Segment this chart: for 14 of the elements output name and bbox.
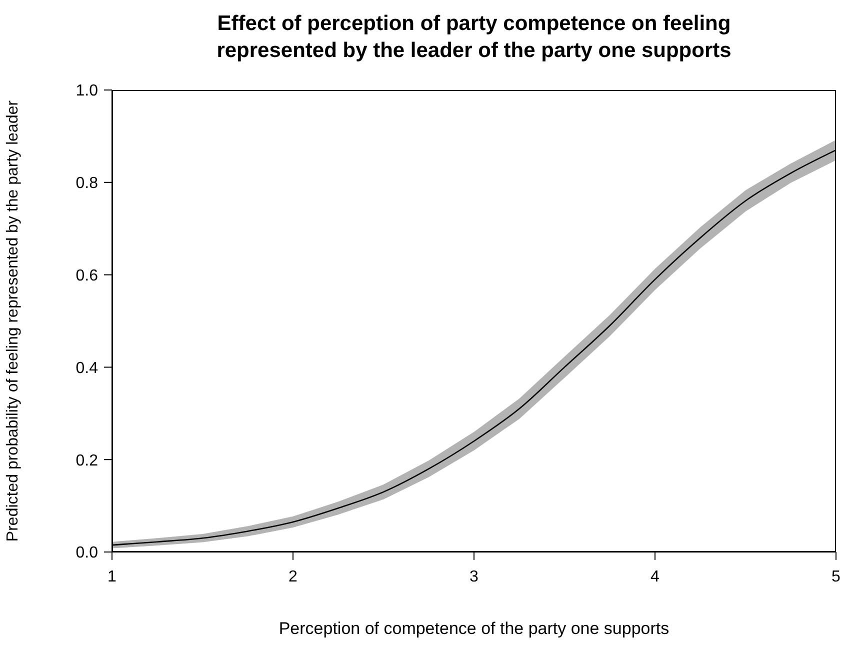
x-tick-label: 4: [650, 568, 660, 586]
y-tick-label: 1.0: [76, 82, 98, 100]
y-tick-label: 0.0: [76, 544, 98, 562]
x-tick-label: 5: [832, 568, 841, 586]
x-tick-label: 2: [288, 568, 298, 586]
y-tick-label: 0.8: [76, 175, 98, 192]
chart-title: Effect of perception of party competence on feeling represented by the leader of the party one supports: [216, 11, 732, 64]
y-tick-label: 0.6: [76, 267, 98, 284]
x-tick-label: 1: [108, 568, 117, 586]
x-tick-label: 3: [470, 568, 479, 586]
y-axis-title: Predicted probability of feeling represented by the party leader: [4, 100, 22, 542]
x-axis-title: Perception of competence of the party one supports: [278, 619, 670, 638]
y-tick-label: 0.4: [76, 360, 98, 377]
y-tick-label: 0.2: [76, 452, 98, 470]
